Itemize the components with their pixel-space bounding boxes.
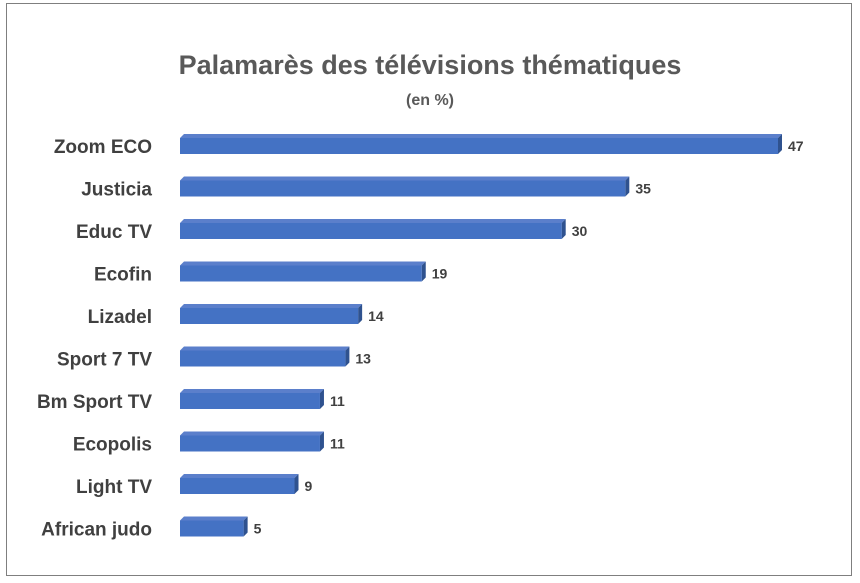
bar-top-face [180,134,782,138]
bar-top-face [180,474,299,478]
bar-side-face [319,389,324,409]
bar [180,478,295,494]
bar-side-face [345,346,350,367]
value-label: 35 [635,181,651,197]
category-label: Sport 7 TV [57,350,152,371]
category-label: Ecofin [94,265,152,286]
category-label: Lizadel [88,307,152,328]
category-label: Zoom ECO [54,137,152,158]
bar-side-face [319,431,324,452]
bar-side-face [625,176,630,197]
category-label: African judo [41,520,152,541]
category-label: Educ TV [76,222,152,243]
bar-top-face [180,431,324,436]
category-label: Ecopolis [73,435,152,456]
chart-title: Palamarès des télévisions thématiques [178,50,682,80]
bar-top-face [180,304,363,308]
bar-group: Zoom ECO 47 [54,134,804,158]
bar-side-face [358,304,363,324]
bar [180,138,778,154]
bar [180,265,422,282]
bar-group: Bm Sport TV 11 [37,389,345,413]
bar-group: Lizadel 14 [88,304,384,328]
bar [180,393,320,409]
bar-group: African judo 5 [41,516,262,541]
bar-top-face [180,176,630,181]
bar-top-face [180,346,350,351]
bar [180,223,562,239]
bar-group: Sport 7 TV 13 [57,346,371,371]
bar [180,350,346,367]
value-label: 11 [330,436,345,452]
bar-top-face [180,389,324,393]
bar-side-face [778,134,782,154]
category-label: Bm Sport TV [37,392,152,413]
bar-group: Educ TV 30 [76,219,588,243]
bar [180,435,320,452]
value-label: 11 [330,393,345,409]
bar-top-face [180,261,426,266]
bar-group: Ecopolis 11 [73,431,345,456]
value-label: 30 [572,223,588,239]
chart-subtitle: (en %) [406,92,454,109]
bar-group: Justicia 35 [81,176,651,201]
bar-side-face [243,516,248,537]
bar-side-face [421,261,426,282]
value-label: 14 [368,308,384,324]
category-label: Light TV [76,477,152,498]
value-label: 9 [305,478,313,494]
value-label: 5 [254,521,262,537]
bar [180,520,244,537]
chart-frame [6,3,852,576]
bar-side-face [561,219,566,239]
bar-top-face [180,516,248,521]
bar [180,180,626,197]
value-label: 47 [788,138,804,154]
category-label: Justicia [81,180,152,201]
value-label: 19 [432,266,448,282]
bar-group: Ecofin 19 [94,261,448,286]
bar-top-face [180,219,566,223]
value-label: 13 [355,351,371,367]
bar-group: Light TV 9 [76,474,313,498]
bar [180,308,359,324]
bar-side-face [294,474,299,494]
